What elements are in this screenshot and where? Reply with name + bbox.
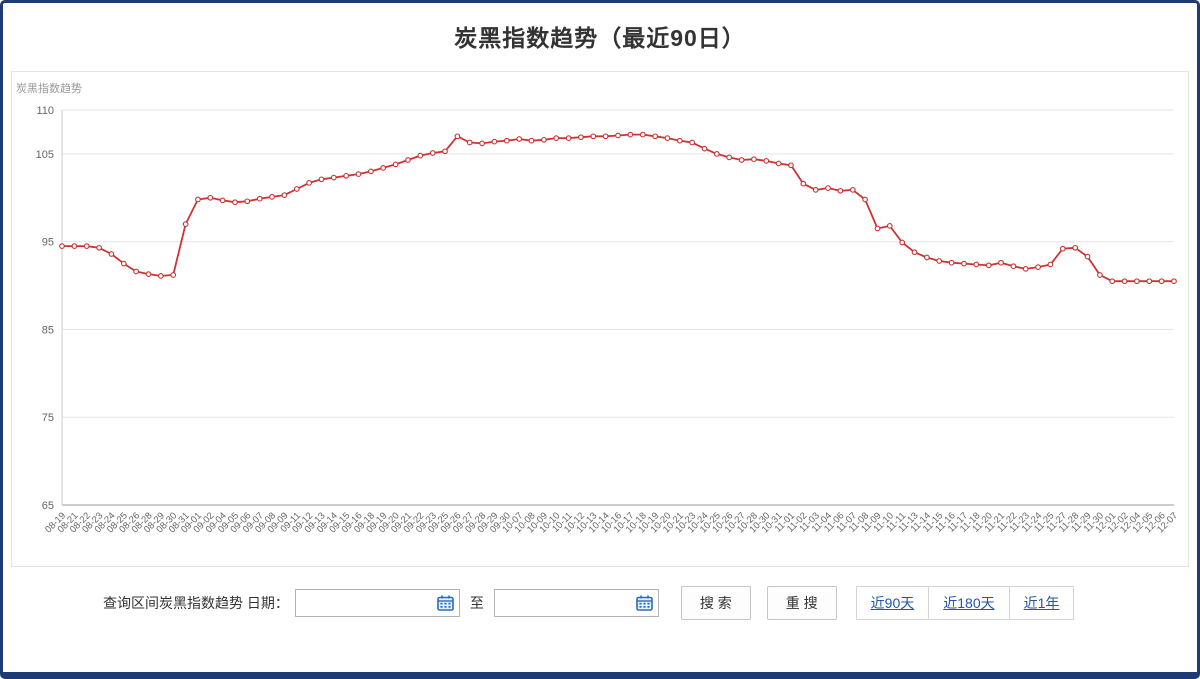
query-form: 查询区间炭黑指数趋势 日期： 至	[103, 586, 1197, 620]
quick-range-group: 近90天 近180天 近1年	[855, 586, 1075, 620]
quick-range-1y-button[interactable]: 近1年	[1008, 586, 1075, 620]
page-title: 炭黑指数趋势（最近90日）	[454, 25, 746, 51]
to-label: 至	[469, 595, 484, 611]
date-range-label: 查询区间炭黑指数趋势 日期：	[103, 595, 289, 611]
chart-container: 65 75 85 95 105 110 炭黑指数趋势 08-19 08-21 08-22 08-23…	[11, 71, 1189, 567]
research-button[interactable]: 重 搜	[766, 586, 837, 620]
calendar-icon[interactable]	[636, 595, 654, 612]
trend-line-chart[interactable]: 65758595105110炭黑指数趋势08-1908-2108-2208-23…	[12, 72, 1188, 566]
svg-text:75: 75	[42, 412, 54, 424]
svg-text:95: 95	[42, 237, 54, 249]
svg-text:炭黑指数趋势: 炭黑指数趋势	[16, 81, 82, 95]
svg-text:85: 85	[42, 324, 54, 336]
search-button[interactable]: 搜 索	[680, 586, 751, 620]
quick-range-90d-button[interactable]: 近90天	[855, 586, 930, 620]
date-from-field	[294, 589, 460, 617]
date-to-field	[493, 589, 659, 617]
svg-text:105: 105	[36, 149, 54, 161]
calendar-icon[interactable]	[437, 595, 455, 612]
date-to-input[interactable]	[498, 591, 638, 617]
date-from-input[interactable]	[299, 591, 439, 617]
svg-text:110: 110	[36, 105, 54, 117]
quick-range-180d-button[interactable]: 近180天	[928, 586, 1010, 620]
svg-text:65: 65	[42, 500, 54, 512]
